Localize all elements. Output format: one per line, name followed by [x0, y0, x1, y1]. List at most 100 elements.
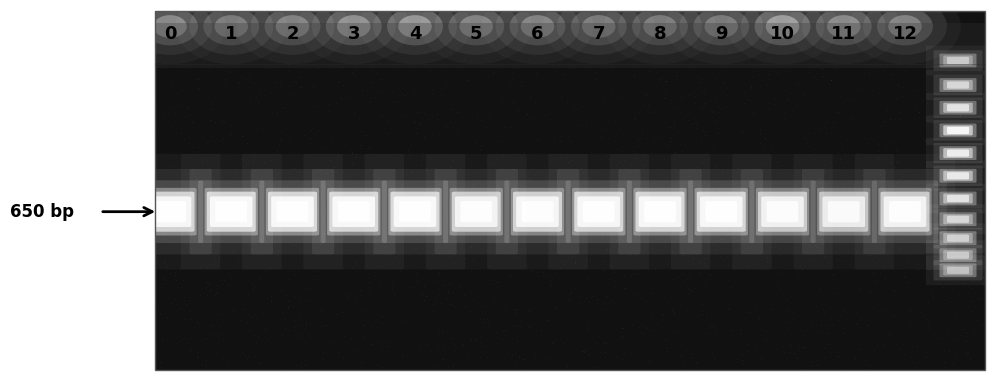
Point — [228, 201, 244, 208]
Point — [404, 115, 420, 121]
Point — [318, 21, 334, 27]
Point — [234, 121, 250, 127]
Point — [377, 163, 393, 169]
Point — [157, 29, 173, 36]
Point — [603, 297, 619, 303]
Point — [148, 102, 164, 108]
Point — [881, 253, 897, 259]
Point — [815, 197, 831, 203]
Point — [809, 62, 825, 68]
Point — [225, 360, 241, 366]
Point — [816, 311, 832, 317]
Point — [548, 216, 564, 222]
Point — [470, 45, 486, 51]
Point — [358, 307, 374, 313]
Point — [815, 184, 831, 190]
Point — [371, 175, 387, 181]
Point — [257, 93, 273, 99]
Point — [808, 244, 824, 250]
Point — [160, 26, 176, 32]
Point — [574, 349, 590, 355]
Point — [528, 88, 544, 94]
Ellipse shape — [816, 8, 872, 45]
Point — [221, 48, 237, 54]
Point — [219, 26, 235, 32]
FancyBboxPatch shape — [947, 234, 969, 242]
Point — [326, 167, 342, 173]
Point — [378, 41, 394, 47]
Point — [813, 33, 829, 39]
Point — [670, 256, 686, 262]
Point — [630, 247, 646, 253]
Point — [172, 266, 188, 272]
Point — [948, 258, 964, 264]
Point — [582, 365, 598, 371]
Point — [703, 106, 719, 112]
Point — [177, 318, 193, 324]
Point — [410, 279, 426, 285]
Point — [817, 356, 833, 362]
Point — [936, 81, 952, 87]
Point — [681, 91, 697, 97]
Point — [801, 187, 817, 193]
Point — [813, 288, 829, 294]
Point — [714, 249, 730, 255]
Point — [660, 70, 676, 76]
Point — [511, 353, 527, 359]
Point — [780, 53, 796, 59]
Point — [631, 284, 647, 290]
Point — [401, 64, 417, 70]
Point — [445, 59, 461, 65]
Point — [590, 297, 606, 303]
Point — [211, 323, 227, 329]
FancyBboxPatch shape — [450, 188, 503, 235]
Point — [882, 330, 898, 336]
Point — [760, 100, 776, 106]
Point — [344, 251, 360, 257]
Point — [348, 258, 364, 264]
Point — [924, 112, 940, 118]
Point — [781, 155, 797, 161]
Point — [436, 237, 452, 243]
Point — [940, 327, 956, 333]
Point — [702, 321, 718, 327]
Point — [658, 311, 674, 318]
Point — [212, 147, 228, 153]
Point — [869, 189, 885, 195]
Point — [632, 264, 648, 270]
Point — [227, 265, 243, 271]
Point — [732, 331, 748, 337]
Point — [361, 210, 377, 216]
Point — [786, 27, 802, 33]
Point — [295, 193, 311, 199]
Point — [777, 232, 793, 238]
Point — [700, 335, 716, 341]
Point — [539, 354, 555, 360]
Point — [371, 254, 387, 260]
Point — [564, 195, 580, 201]
Point — [773, 203, 789, 209]
Point — [838, 96, 854, 102]
Point — [610, 53, 626, 59]
Point — [547, 27, 563, 33]
Point — [902, 198, 918, 204]
Point — [772, 245, 788, 251]
Point — [301, 264, 317, 270]
Point — [630, 142, 646, 148]
Point — [210, 63, 226, 69]
Point — [427, 362, 443, 368]
Point — [180, 170, 196, 176]
Point — [640, 358, 656, 364]
Point — [578, 360, 594, 366]
Point — [952, 267, 968, 273]
Point — [540, 317, 556, 323]
Point — [415, 153, 431, 159]
FancyBboxPatch shape — [321, 180, 387, 243]
Point — [291, 316, 307, 322]
Point — [249, 126, 265, 132]
FancyBboxPatch shape — [947, 215, 969, 223]
Point — [302, 194, 318, 200]
Point — [387, 199, 403, 205]
Point — [913, 308, 929, 314]
Point — [419, 341, 435, 347]
